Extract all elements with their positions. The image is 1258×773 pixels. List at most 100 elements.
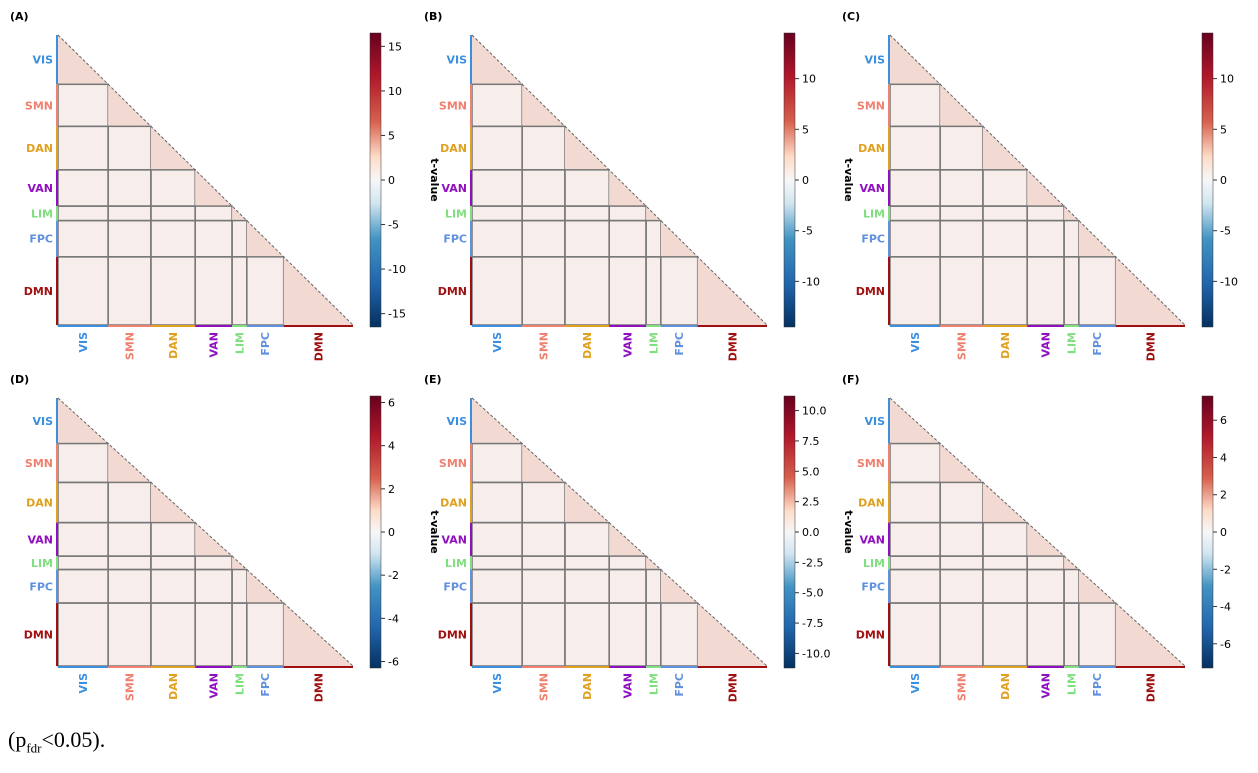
network-label: LIM (233, 673, 246, 695)
panel-label: (F) (842, 373, 860, 386)
network-label: VIS (491, 673, 504, 694)
network-label: DMN (24, 629, 53, 642)
network-label: DAN (581, 673, 594, 700)
network-label: SMN (857, 457, 885, 470)
colorbar-tick-label: 2 (1220, 489, 1227, 502)
colorbar-tick-label: -5 (388, 219, 399, 232)
network-label: DAN (167, 673, 180, 700)
colorbar-tick-label: -5 (802, 225, 813, 238)
network-label: DMN (24, 285, 53, 298)
network-label: VIS (32, 54, 53, 67)
panel-label: (E) (424, 373, 442, 386)
caption: (pfdr<0.05). (8, 727, 105, 756)
diag-block (1064, 206, 1079, 221)
network-label: LIM (647, 673, 660, 695)
network-label: VIS (77, 332, 90, 353)
network-label: VIS (32, 415, 53, 428)
network-label: VIS (909, 332, 922, 353)
colorbar-tick-label: 4 (388, 440, 395, 453)
network-label: VIS (446, 415, 467, 428)
network-label: LIM (863, 557, 885, 570)
network-label: DAN (999, 673, 1012, 700)
network-label: VIS (77, 673, 90, 694)
network-label: SMN (538, 332, 551, 360)
colorbar-label: t-value (428, 158, 441, 201)
network-label: VIS (864, 415, 885, 428)
colorbar-tick-label: 10.0 (802, 405, 827, 418)
panel-label: (A) (10, 10, 29, 23)
colorbar-label: t-value (842, 158, 855, 201)
colorbar-tick-label: -15 (388, 308, 406, 321)
network-label: FPC (861, 233, 885, 246)
network-label: SMN (956, 332, 969, 360)
network-label: DMN (856, 285, 885, 298)
colorbar-tick-label: 10 (802, 73, 816, 86)
network-label: VAN (622, 332, 635, 358)
colorbar-tick-label: 0 (1220, 526, 1227, 539)
network-label: SMN (124, 332, 137, 360)
colorbar-tick-label: 4 (1220, 451, 1227, 464)
colorbar (783, 32, 796, 328)
colorbar (783, 395, 796, 669)
colorbar-tick-label: 5 (388, 129, 395, 142)
colorbar-tick-label: 0.0 (802, 526, 820, 539)
page: (A) VIS VIS SMN SMN DAN DAN VAN VAN LIM LIM FPC FPC D… (8, 10, 1238, 756)
colorbar-tick-label: 10 (1220, 73, 1234, 86)
network-label: DAN (167, 332, 180, 359)
diag-block (646, 206, 661, 221)
caption-text: <0.05). (41, 727, 106, 752)
network-label: VAN (1040, 673, 1053, 699)
panel-label: (D) (10, 373, 29, 386)
colorbar-tick-label: 10 (388, 85, 402, 98)
network-label: LIM (863, 207, 885, 220)
network-label: SMN (124, 673, 137, 701)
colorbar-tick-label: -2.5 (802, 556, 823, 569)
matrix-triangle (472, 398, 767, 666)
network-label: LIM (445, 207, 467, 220)
colorbar (1201, 395, 1214, 669)
panel-label: (C) (842, 10, 860, 23)
colorbar-tick-label: -6 (388, 656, 399, 669)
colorbar-tick-label: -6 (1220, 638, 1231, 651)
network-label: FPC (29, 233, 53, 246)
network-label: FPC (1091, 673, 1104, 697)
colorbar-tick-label: 0 (1220, 174, 1227, 187)
network-label: DMN (438, 285, 467, 298)
panel: (B) VIS VIS SMN SMN DAN DAN VAN VAN LIM LIM FPC FPC D… (424, 10, 855, 361)
network-label: DAN (440, 142, 467, 155)
network-label: DAN (999, 332, 1012, 359)
colorbar-tick-label: 2 (388, 483, 395, 496)
panel: (C) VIS VIS SMN SMN DAN DAN VAN VAN LIM LIM FPC FPC D… (842, 10, 1238, 361)
network-label: DAN (858, 497, 885, 510)
network-label: DMN (726, 332, 739, 361)
network-label: FPC (1091, 332, 1104, 356)
network-label: LIM (1065, 673, 1078, 695)
colorbar-tick-label: 7.5 (802, 435, 820, 448)
diagonal (471, 34, 768, 326)
colorbar-tick-label: -5.0 (802, 587, 823, 600)
network-label: FPC (259, 332, 272, 356)
network-label: DMN (312, 332, 325, 361)
network-label: FPC (673, 332, 686, 356)
panel-label: (B) (424, 10, 442, 23)
colorbar-tick-label: -4 (388, 612, 399, 625)
network-label: DMN (856, 629, 885, 642)
colorbar-tick-label: -10 (802, 275, 820, 288)
colorbar-tick-label: 6 (388, 396, 395, 409)
network-label: SMN (538, 673, 551, 701)
network-label: FPC (861, 580, 885, 593)
network-label: SMN (439, 457, 467, 470)
network-label: LIM (233, 332, 246, 354)
network-label: DMN (726, 673, 739, 702)
colorbar-tick-label: 2.5 (802, 496, 820, 509)
network-label: VAN (28, 182, 54, 195)
colorbar-tick-label: -10 (1220, 275, 1238, 288)
network-label: DMN (438, 629, 467, 642)
diag-block (697, 603, 767, 666)
network-label: DMN (1144, 673, 1157, 702)
diagonal (471, 397, 768, 667)
network-label: DMN (312, 673, 325, 702)
network-label: DMN (1144, 332, 1157, 361)
network-label: SMN (25, 99, 53, 112)
colorbar-tick-label: 15 (388, 40, 402, 53)
